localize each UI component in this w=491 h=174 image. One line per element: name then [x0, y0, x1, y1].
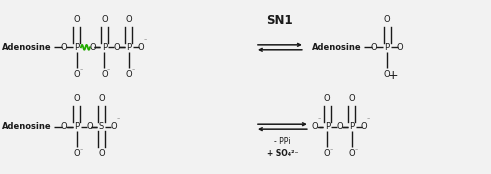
Text: +: + [388, 69, 398, 82]
Text: O: O [74, 70, 81, 79]
Text: O: O [61, 43, 67, 52]
Text: ⁻: ⁻ [144, 39, 147, 44]
Text: ⁻: ⁻ [80, 70, 82, 75]
Text: O: O [324, 94, 330, 103]
Text: O: O [324, 149, 330, 158]
Text: O: O [397, 43, 404, 52]
Text: O: O [349, 94, 355, 103]
Text: O: O [371, 43, 378, 52]
Text: - PPi: - PPi [274, 137, 291, 146]
Text: O: O [138, 43, 145, 52]
Text: P: P [126, 43, 132, 52]
Text: P: P [325, 122, 330, 131]
Text: O: O [74, 15, 81, 24]
Text: O: O [311, 122, 318, 131]
Text: P: P [75, 43, 80, 52]
Text: P: P [102, 43, 107, 52]
Text: O: O [110, 122, 117, 131]
Text: O: O [74, 94, 81, 103]
Text: SN1: SN1 [267, 14, 293, 27]
Text: O: O [384, 70, 390, 79]
Text: O: O [98, 149, 105, 158]
Text: O: O [349, 149, 355, 158]
Text: ⁻: ⁻ [107, 70, 110, 75]
Text: O: O [89, 43, 96, 52]
Text: ⁻: ⁻ [330, 149, 333, 154]
Text: O: O [86, 122, 93, 131]
Text: O: O [361, 122, 367, 131]
Text: + SO₄²⁻: + SO₄²⁻ [267, 148, 298, 157]
Text: ⁻: ⁻ [317, 119, 321, 124]
Text: P: P [384, 43, 390, 52]
Text: Adenosine: Adenosine [1, 43, 52, 52]
Text: O: O [61, 122, 67, 131]
Text: O: O [98, 94, 105, 103]
Text: Adenosine: Adenosine [312, 43, 361, 52]
Text: ⁻: ⁻ [116, 119, 120, 124]
Text: O: O [101, 70, 108, 79]
Text: ⁻: ⁻ [80, 149, 82, 154]
Text: ⁻: ⁻ [354, 149, 357, 154]
Text: O: O [126, 15, 132, 24]
Text: P: P [75, 122, 80, 131]
Text: S: S [99, 122, 104, 131]
Text: O: O [101, 15, 108, 24]
Text: O: O [336, 122, 343, 131]
Text: ⁻: ⁻ [131, 70, 135, 75]
Text: O: O [74, 149, 81, 158]
Text: P: P [349, 122, 355, 131]
Text: ⁻: ⁻ [367, 119, 370, 124]
Text: O: O [126, 70, 132, 79]
Text: O: O [113, 43, 120, 52]
Text: O: O [384, 15, 390, 24]
Text: Adenosine: Adenosine [1, 122, 52, 131]
